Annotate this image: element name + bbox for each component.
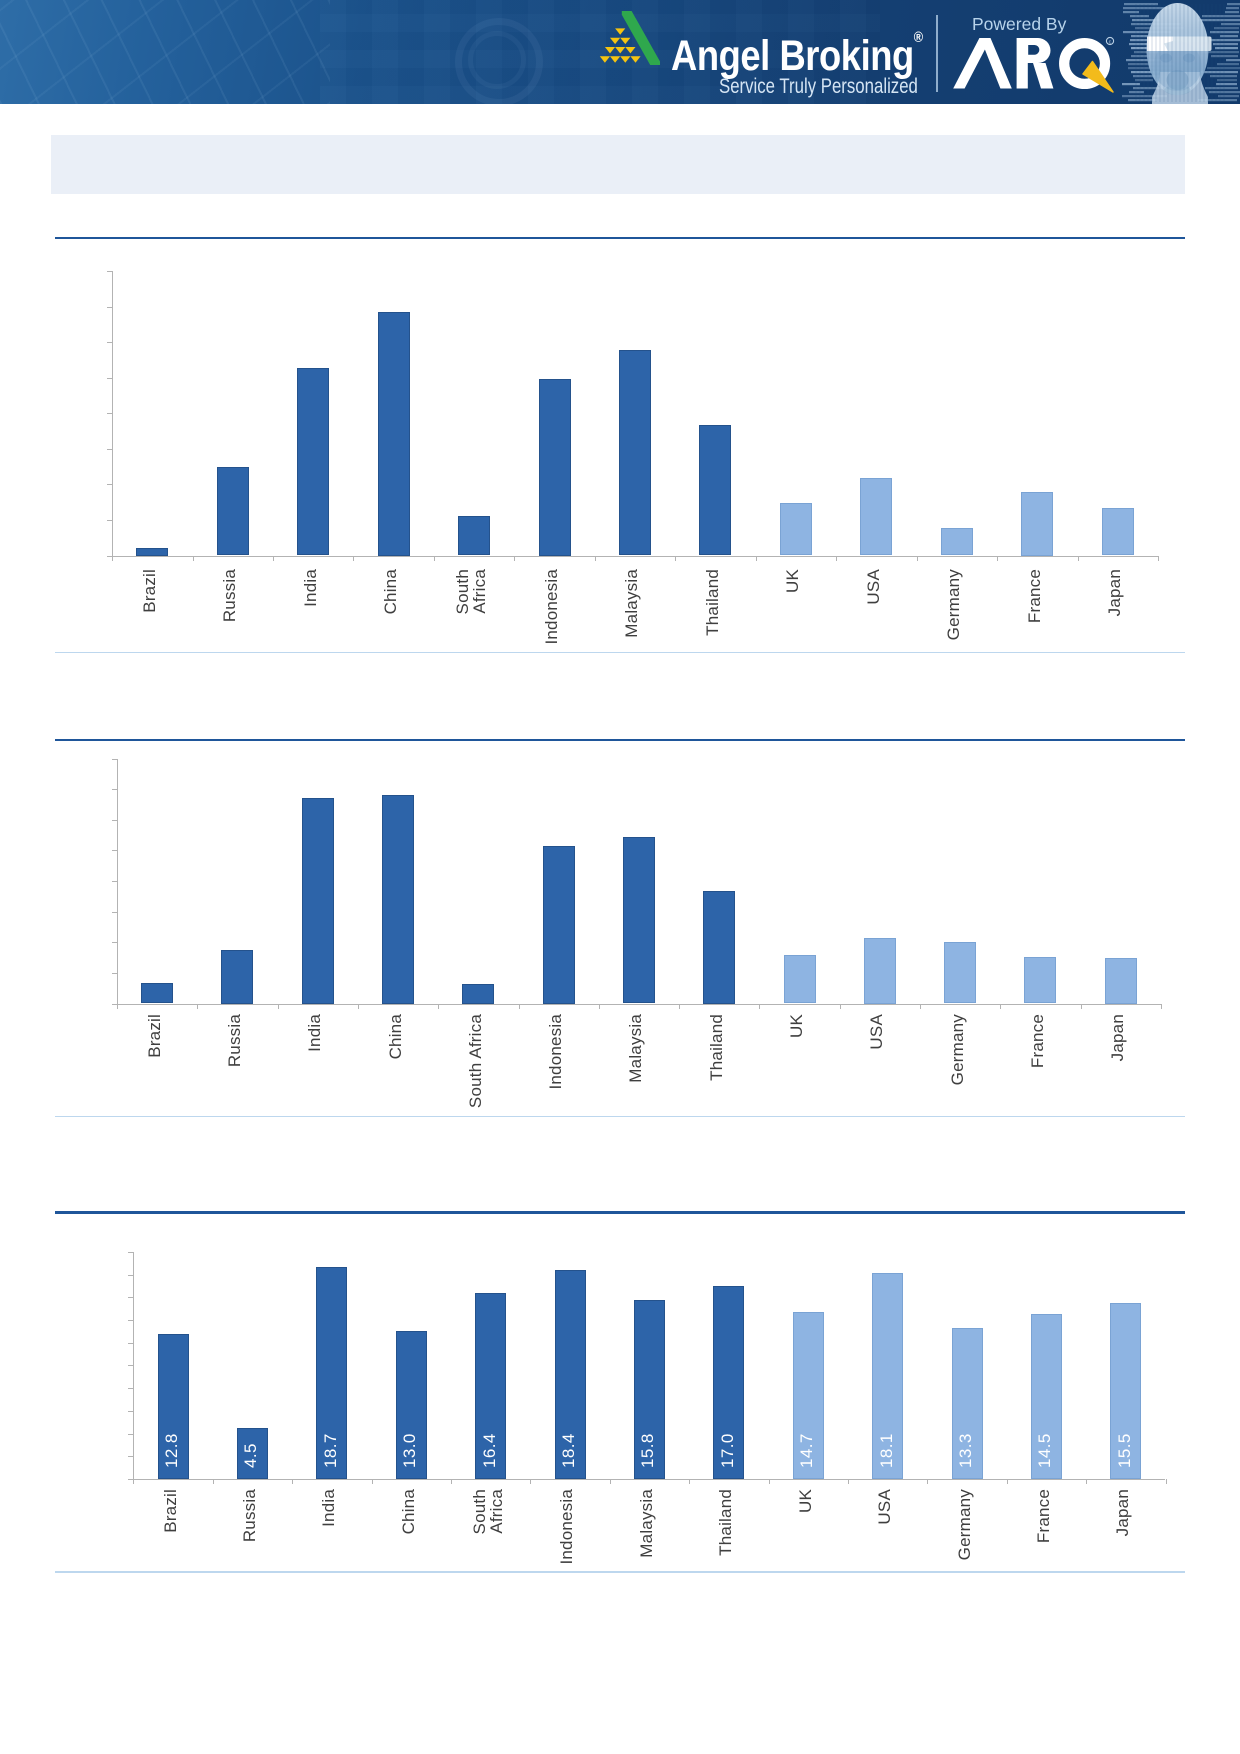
svg-text:c: c	[1109, 39, 1112, 45]
